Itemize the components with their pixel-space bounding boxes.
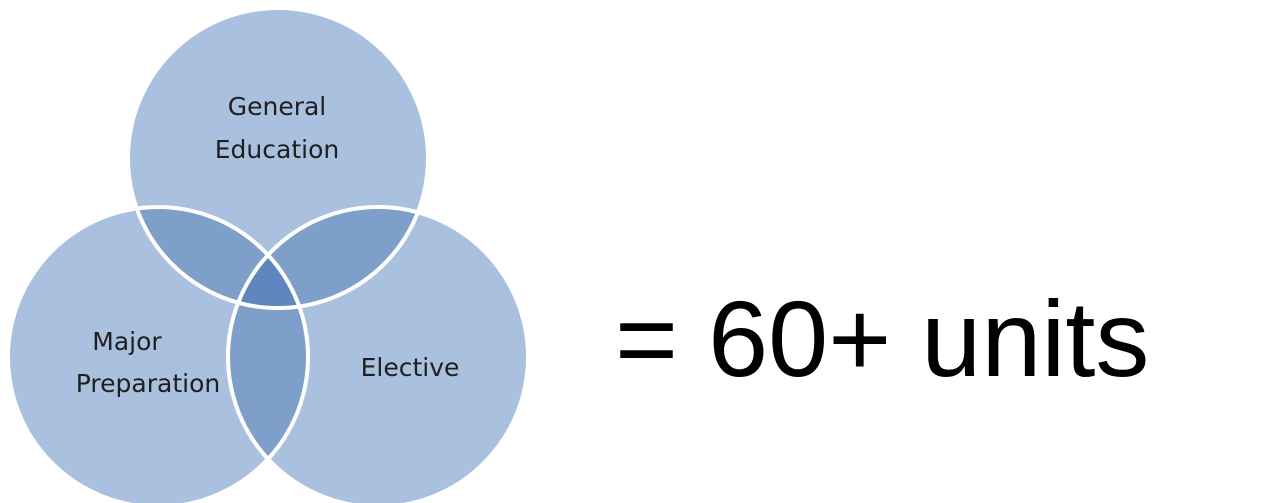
major-preparation-label-line2: Preparation [76, 369, 220, 398]
major-preparation-label-line1: Major [92, 327, 162, 356]
major-preparation-outline [6, 205, 310, 503]
units-equation: = 60+ units [615, 278, 1150, 399]
general-education-label-line2: Education [215, 135, 339, 164]
general-education-outline [126, 6, 430, 310]
elective-label: Elective [361, 353, 460, 382]
overlap-general-elective [228, 207, 428, 308]
venn-diagram: General Education Major Preparation Elec… [6, 6, 530, 503]
elective-outline [226, 205, 530, 503]
general-education-label-line1: General [228, 92, 327, 121]
overlap-general-major [128, 207, 308, 308]
